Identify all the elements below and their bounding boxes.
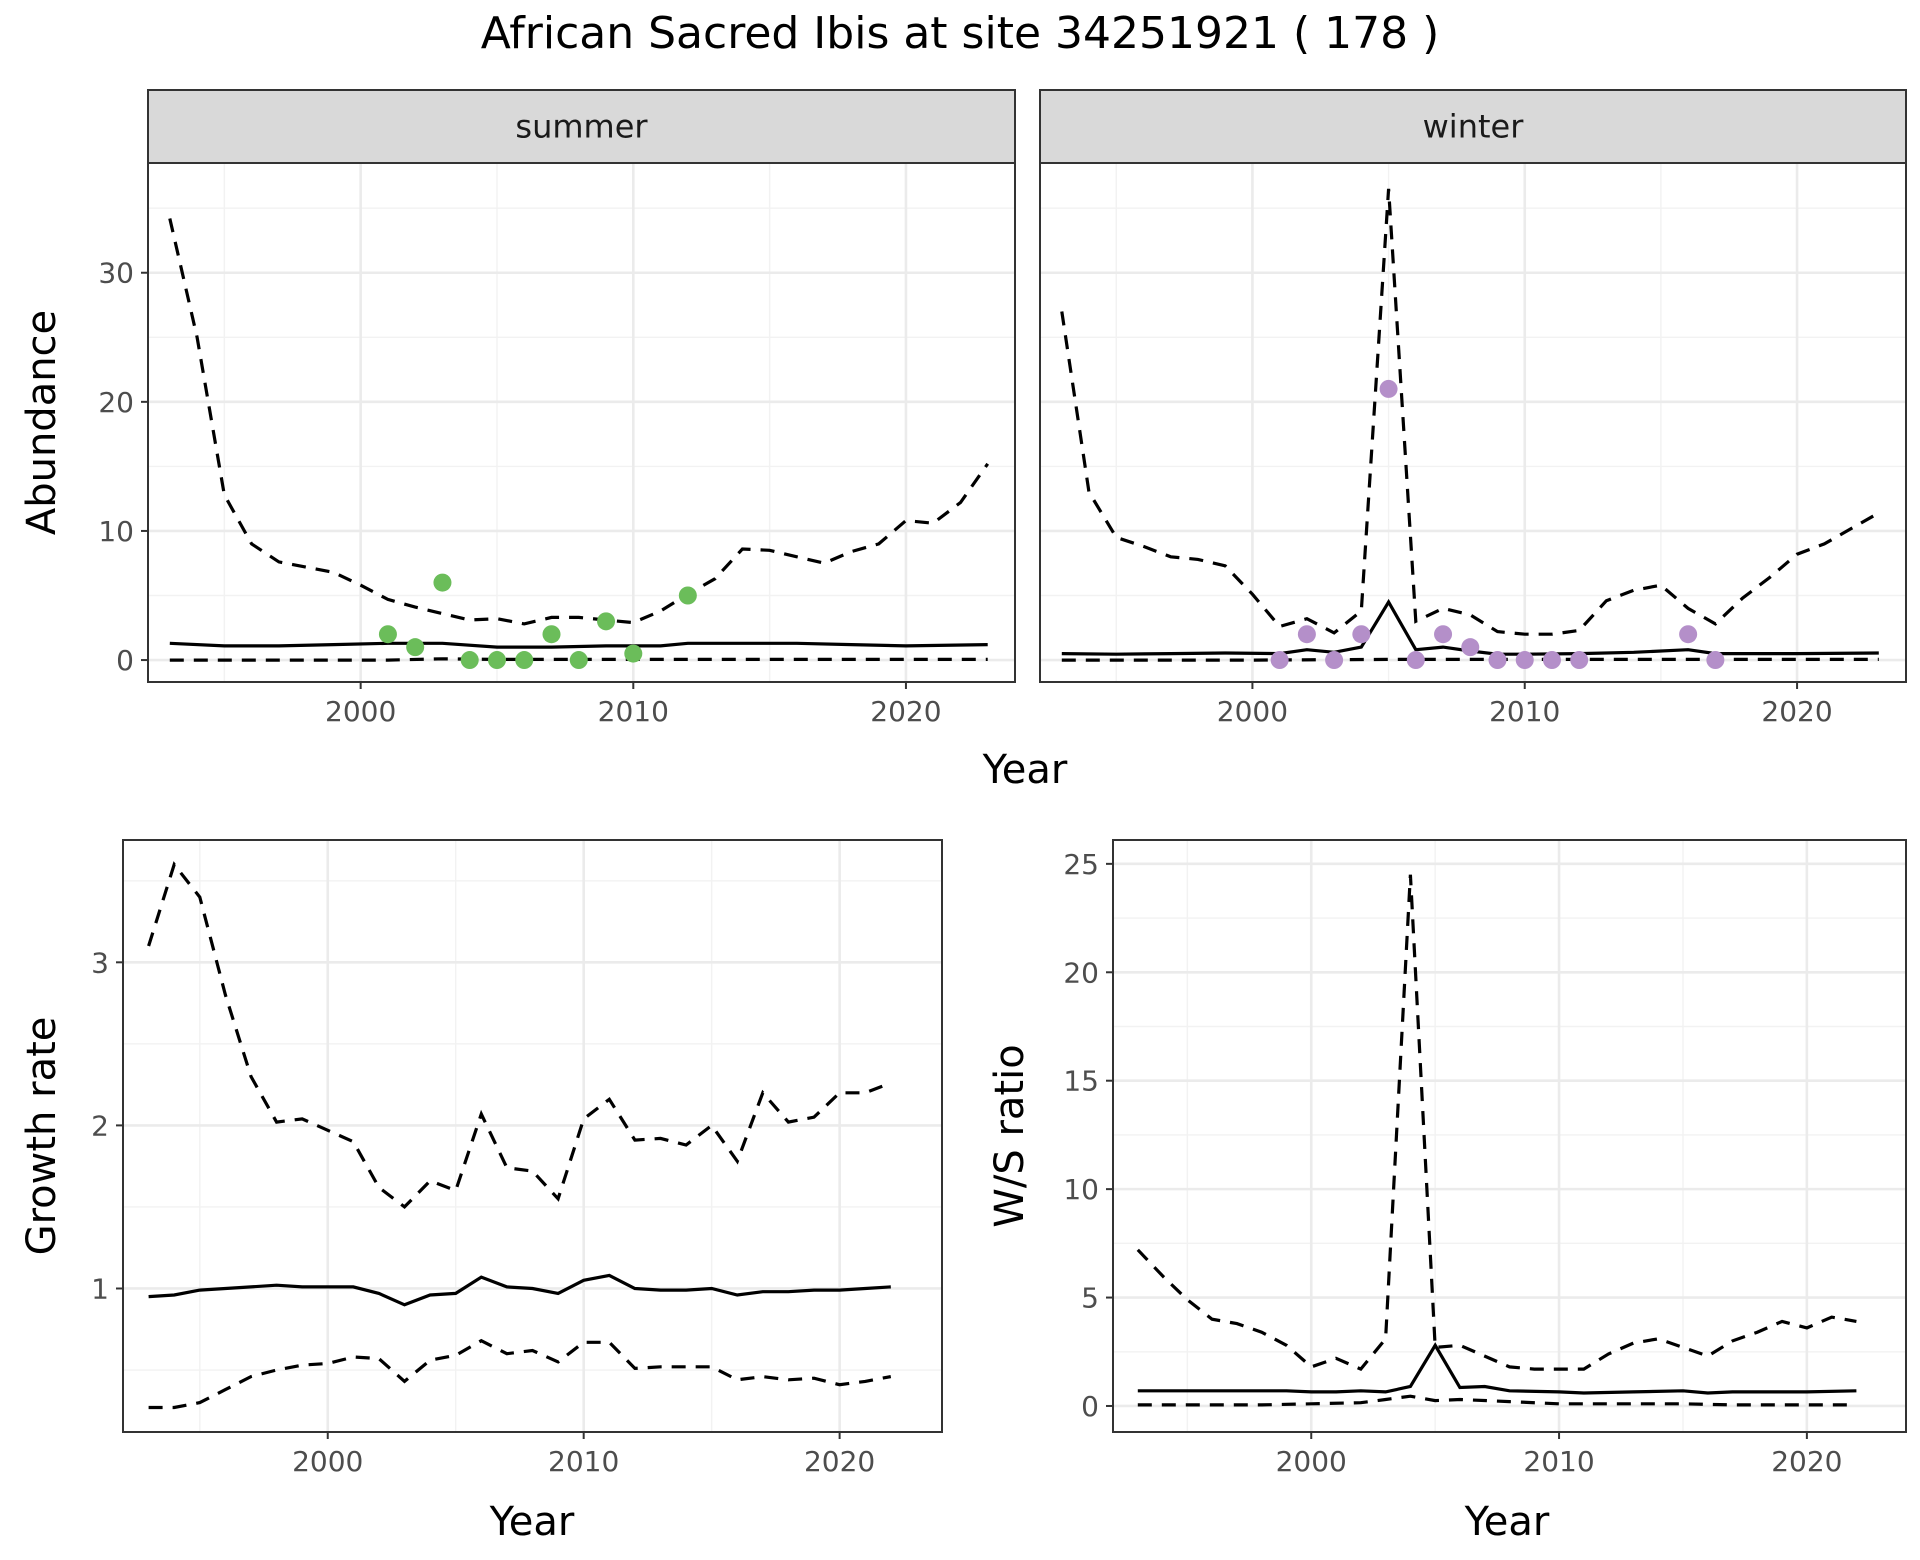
x-tick-label: 2020: [1771, 1445, 1842, 1478]
series-line-upper: [147, 861, 892, 1210]
observed-point: [1325, 651, 1344, 670]
x-tick-label: 2020: [804, 1445, 875, 1478]
observed-point: [624, 644, 643, 663]
panel-ws-ratio: 2000 2010 2020 0 5 10 15 20 25 W/S ratio: [987, 839, 1907, 1478]
x-tick-label: 2010: [598, 695, 669, 728]
observed-point: [569, 651, 588, 670]
facet-strip: [1039, 89, 1907, 164]
observed-point: [460, 651, 479, 670]
observed-point: [542, 625, 561, 644]
observed-point: [515, 651, 534, 670]
series-line-upper: [168, 218, 990, 626]
x-tick-label: 2000: [1276, 1445, 1347, 1478]
x-tick-label: 2010: [1523, 1445, 1594, 1478]
facet-strip-label: winter: [1423, 108, 1525, 146]
observed-point: [1352, 625, 1371, 644]
y-axis-title: W/S ratio: [987, 1044, 1033, 1227]
y-tick-label: 10: [1063, 1173, 1099, 1206]
x-axis-title-growth-rate: Year: [489, 1499, 575, 1545]
plot-background: [1113, 840, 1906, 1432]
panel-growth-rate: 2000 2010 2020 1 2 3 Growth rate: [19, 839, 943, 1478]
observed-point: [406, 638, 425, 657]
series-line-mean: [169, 641, 988, 649]
x-axis-title-ws-ratio: Year: [1464, 1499, 1550, 1545]
y-tick-label: 3: [91, 946, 109, 979]
x-tick-label: 2000: [325, 695, 396, 728]
observed-point: [1515, 651, 1534, 670]
y-tick-label: 1: [91, 1272, 109, 1305]
observed-point: [597, 612, 616, 631]
observed-point: [1297, 625, 1316, 644]
x-tick-label: 2020: [1761, 695, 1832, 728]
panel-border: [122, 839, 943, 1433]
x-tick-label: 2000: [1217, 695, 1288, 728]
y-tick-label: 30: [98, 257, 134, 290]
observed-point: [433, 573, 452, 592]
series-line-mean: [148, 1273, 891, 1307]
y-axis-title: Growth rate: [19, 1017, 65, 1256]
x-tick-label: 2020: [870, 695, 941, 728]
panel-abundance-summer: summer 2000 2010 2020 0 10 20 30 Abundance: [19, 89, 1016, 728]
observed-point: [378, 625, 397, 644]
y-tick-label: 0: [116, 644, 134, 677]
x-tick-label: 2010: [1489, 695, 1560, 728]
x-tick-label: 2000: [292, 1445, 363, 1478]
plot-background: [148, 163, 1015, 682]
y-tick-label: 15: [1063, 1065, 1099, 1098]
series-line-lower: [169, 657, 988, 662]
facet-strip: [147, 89, 1016, 164]
y-tick-label: 2: [91, 1109, 109, 1142]
y-tick-label: 10: [98, 515, 134, 548]
y-tick-label: 20: [1063, 956, 1099, 989]
plot-background: [1040, 163, 1906, 682]
series-line-upper: [1136, 874, 1857, 1372]
observed-point: [678, 586, 697, 605]
observed-point: [1434, 625, 1453, 644]
observed-point: [1406, 651, 1425, 670]
y-tick-label: 25: [1063, 848, 1099, 881]
observed-point: [487, 651, 506, 670]
facet-strip-label: summer: [515, 108, 648, 146]
series-line-mean: [1061, 598, 1879, 656]
observed-point: [1488, 651, 1507, 670]
plot-background: [123, 840, 942, 1432]
observed-point: [1270, 651, 1289, 670]
series-line-lower: [148, 1338, 892, 1410]
series-line-mean: [1137, 1342, 1857, 1395]
panel-abundance-winter: winter 2000 2010 2020: [1039, 89, 1907, 728]
y-tick-label: 20: [98, 386, 134, 419]
observed-point: [1461, 638, 1480, 657]
y-tick-label: 5: [1081, 1282, 1099, 1315]
series-line-upper: [1060, 188, 1880, 636]
observed-point: [1379, 379, 1398, 398]
observed-point: [1706, 651, 1725, 670]
figure-title: African Sacred Ibis at site 34251921 ( 1…: [481, 8, 1439, 59]
panel-border: [1112, 839, 1907, 1433]
observed-point: [1542, 651, 1561, 670]
series-line-lower: [1137, 1394, 1857, 1407]
x-axis-title-abundance: Year: [982, 747, 1068, 793]
y-axis-title: Abundance: [19, 310, 65, 535]
y-tick-label: 0: [1081, 1390, 1099, 1423]
x-tick-label: 2010: [548, 1445, 619, 1478]
observed-point: [1679, 625, 1698, 644]
observed-point: [1570, 651, 1589, 670]
